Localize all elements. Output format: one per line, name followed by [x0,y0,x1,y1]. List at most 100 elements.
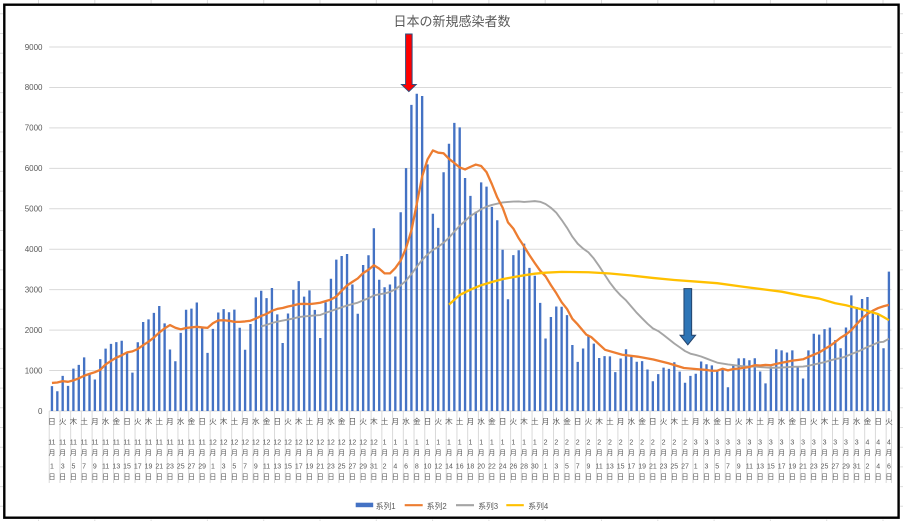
svg-text:月: 月 [188,449,195,457]
svg-text:2: 2 [662,440,666,447]
svg-text:29: 29 [842,464,850,471]
svg-text:土: 土 [80,416,88,426]
svg-text:月: 月 [252,449,259,457]
svg-text:月: 月 [242,449,249,457]
svg-text:日: 日 [403,473,410,481]
svg-text:11: 11 [188,440,195,447]
svg-text:日: 日 [649,473,656,481]
svg-text:日: 日 [48,417,56,426]
svg-text:0: 0 [38,407,43,416]
svg-text:11: 11 [746,464,753,471]
svg-text:3: 3 [737,440,741,447]
svg-text:金: 金 [563,416,571,426]
svg-text:19: 19 [145,464,153,471]
svg-text:日: 日 [91,473,98,481]
svg-text:日: 日 [124,473,131,481]
svg-text:31: 31 [853,464,861,471]
svg-text:3: 3 [812,440,816,447]
svg-text:月: 月 [531,449,538,457]
svg-text:月: 月 [209,449,216,457]
svg-text:水: 水 [177,416,185,426]
svg-text:月: 月 [91,449,98,457]
svg-text:日: 日 [188,473,195,481]
svg-text:4: 4 [393,464,397,471]
svg-text:日: 日 [853,473,860,481]
svg-text:6: 6 [404,464,408,471]
svg-text:27: 27 [349,464,357,471]
svg-text:3: 3 [705,464,709,471]
svg-text:5: 5 [715,464,719,471]
svg-text:日: 日 [274,473,281,481]
svg-text:23: 23 [166,464,174,471]
svg-text:日: 日 [821,473,828,481]
svg-text:30: 30 [531,464,539,471]
svg-text:5: 5 [232,464,236,471]
svg-text:月: 月 [231,449,238,457]
svg-text:15: 15 [767,464,775,471]
svg-text:11: 11 [263,464,270,471]
svg-text:火: 火 [585,417,593,426]
svg-text:17: 17 [295,464,303,471]
svg-text:月: 月 [682,449,689,457]
svg-text:12: 12 [230,440,238,447]
svg-text:1: 1 [383,440,387,447]
svg-text:月: 月 [327,449,334,457]
svg-text:29: 29 [198,464,206,471]
svg-text:7: 7 [576,464,580,471]
svg-text:3: 3 [758,440,762,447]
svg-text:木: 木 [295,416,303,426]
svg-text:月: 月 [542,449,549,457]
svg-text:月: 月 [306,449,313,457]
svg-text:1: 1 [447,440,451,447]
svg-text:火: 火 [510,417,518,426]
svg-text:月: 月 [864,449,871,457]
svg-text:月: 月 [381,449,388,457]
svg-text:日: 日 [327,473,334,481]
svg-text:11: 11 [59,440,66,447]
svg-text:3: 3 [769,440,773,447]
svg-text:月: 月 [510,449,517,457]
svg-text:月: 月 [360,449,367,457]
svg-text:27: 27 [188,464,196,471]
svg-text:11: 11 [48,440,55,447]
svg-text:日: 日 [166,473,173,481]
svg-text:日: 日 [735,473,742,481]
svg-text:日: 日 [381,473,388,481]
svg-text:月: 月 [574,449,581,457]
svg-text:日: 日 [113,473,120,481]
svg-text:2: 2 [565,440,569,447]
svg-text:11: 11 [113,440,120,447]
svg-text:3: 3 [61,464,65,471]
svg-text:日: 日 [295,473,302,481]
svg-text:31: 31 [370,464,378,471]
svg-text:25: 25 [177,464,185,471]
svg-text:12: 12 [359,440,367,447]
svg-text:土: 土 [231,416,239,426]
svg-text:13: 13 [756,464,764,471]
svg-text:11: 11 [91,440,98,447]
svg-text:3: 3 [790,440,794,447]
svg-text:水: 水 [778,416,786,426]
svg-text:火: 火 [434,417,442,426]
svg-text:土: 土 [381,416,389,426]
svg-text:日: 日 [273,417,281,426]
svg-text:日: 日 [48,473,55,481]
svg-text:12: 12 [434,464,442,471]
svg-text:10: 10 [424,464,432,471]
svg-text:日: 日 [767,473,774,481]
svg-text:1: 1 [479,440,483,447]
svg-text:12: 12 [349,440,357,447]
svg-text:5: 5 [565,464,569,471]
svg-text:木: 木 [220,416,228,426]
svg-text:11: 11 [80,440,87,447]
svg-text:19: 19 [638,464,646,471]
svg-text:9: 9 [737,464,741,471]
svg-text:1: 1 [694,464,698,471]
svg-text:日本の新規感染者数: 日本の新規感染者数 [393,14,510,29]
svg-text:金: 金 [488,416,496,426]
svg-text:日: 日 [789,473,796,481]
svg-text:5000: 5000 [25,205,43,214]
svg-text:日: 日 [499,417,507,426]
svg-text:日: 日 [724,417,732,426]
svg-text:土: 土 [831,416,839,426]
